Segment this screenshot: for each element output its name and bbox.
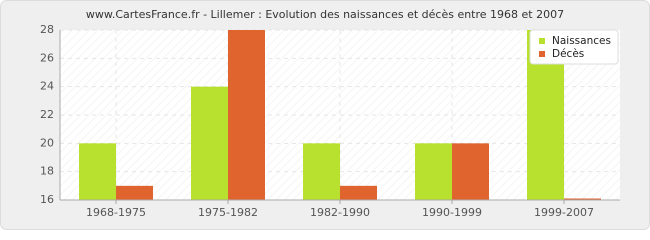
x-tick-label: 1982-1990: [310, 206, 370, 219]
bar: [79, 143, 116, 200]
bar: [452, 143, 489, 200]
y-tick-label: 26: [40, 51, 54, 64]
chart-title: www.CartesFrance.fr - Lillemer : Evoluti…: [86, 8, 564, 21]
x-tick-label: 1999-2007: [534, 206, 594, 219]
y-tick-label: 20: [40, 136, 54, 149]
bar: [340, 185, 377, 200]
y-tick-label: 24: [40, 80, 54, 93]
x-tick-label: 1990-1999: [422, 206, 482, 219]
bar: [564, 198, 601, 200]
y-tick-label: 22: [40, 108, 54, 121]
legend-label: Décès: [552, 48, 584, 60]
legend-box: [529, 29, 619, 65]
bar: [228, 30, 265, 200]
bar: [191, 86, 228, 200]
y-tick-label: 28: [40, 23, 54, 36]
bar: [415, 143, 452, 200]
legend-swatch: [539, 51, 545, 57]
y-tick-label: 16: [40, 193, 54, 206]
legend-swatch: [539, 38, 545, 44]
bar: [303, 143, 340, 200]
y-tick-label: 18: [40, 165, 54, 178]
bar: [116, 185, 153, 200]
chart: www.CartesFrance.fr - Lillemer : Evoluti…: [0, 0, 650, 230]
x-tick-label: 1968-1975: [86, 206, 146, 219]
legend-label: Naissances: [552, 35, 611, 47]
x-tick-label: 1975-1982: [198, 206, 258, 219]
